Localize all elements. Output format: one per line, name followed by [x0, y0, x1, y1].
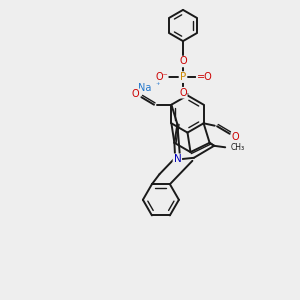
- Text: O: O: [132, 89, 139, 99]
- Text: =O: =O: [197, 72, 212, 82]
- Text: O⁻: O⁻: [155, 72, 168, 82]
- Text: O: O: [179, 88, 187, 98]
- Text: P: P: [180, 72, 186, 82]
- Text: CH₃: CH₃: [230, 143, 244, 152]
- Text: O: O: [179, 56, 187, 67]
- Text: N: N: [173, 154, 181, 164]
- Text: Na: Na: [138, 82, 152, 93]
- Text: O: O: [232, 132, 239, 142]
- Text: ⁺: ⁺: [155, 81, 160, 90]
